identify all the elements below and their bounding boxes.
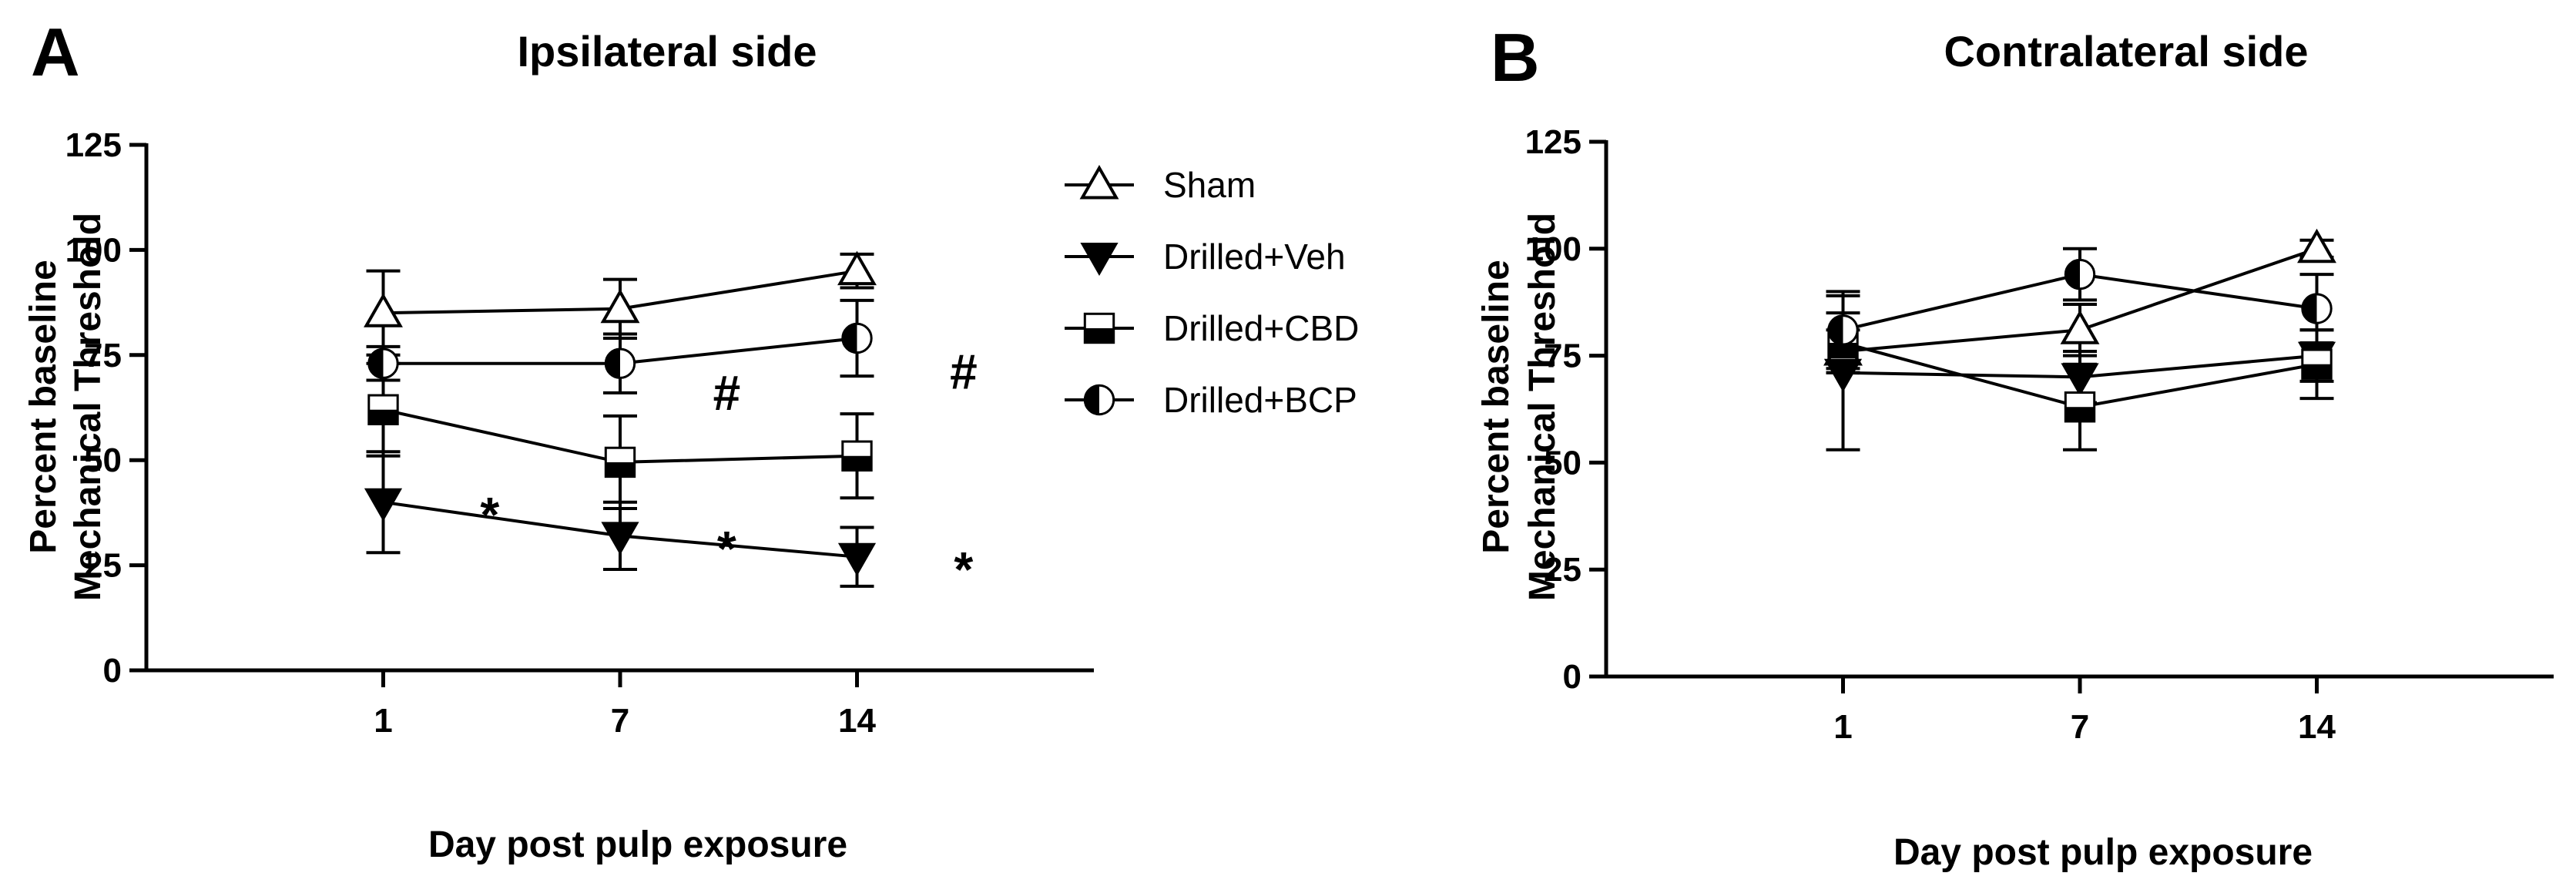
panel-b-ytick-label: 0 <box>1563 658 1581 696</box>
panel-a-annotation: * <box>480 487 499 542</box>
legend-marker-bcp <box>1083 384 1115 416</box>
legend-item-veh: Drilled+Veh <box>1065 237 1346 277</box>
legend-label-cbd: Drilled+CBD <box>1163 308 1359 348</box>
legend-marker-cbd <box>1083 312 1115 344</box>
panel-a-xlabel: Day post pulp exposure <box>428 824 847 865</box>
legend-item-bcp: Drilled+BCP <box>1065 380 1357 420</box>
legend-marker-veh <box>1080 243 1119 277</box>
panel-a-annotation: * <box>717 521 736 576</box>
panel-a-veh-point <box>601 522 639 556</box>
panel-a-bcp-point <box>841 322 873 354</box>
panel-b-xlabel: Day post pulp exposure <box>1893 832 2313 873</box>
panel-a-ytick-label: 75 <box>84 337 122 374</box>
panel-a-ylabel-line1: Percent baseline <box>23 260 64 554</box>
panel-b-cbd-point <box>2064 391 2096 423</box>
panel-a-xtick-label: 14 <box>838 702 876 740</box>
legend-item-sham: Sham <box>1065 164 1256 205</box>
panel-b-ylabel-line1: Percent baseline <box>1476 260 1517 554</box>
panel-b-xtick-label: 7 <box>2071 708 2089 746</box>
panel-a-annotation: * <box>954 542 973 597</box>
panel-a-plot: 0 25 50 75 100 125 1 7 14 * * * # # <box>65 126 1094 740</box>
panel-a-cbd-point <box>604 446 636 478</box>
panel-a-sham-point <box>364 293 403 327</box>
panel-a-annotation: # <box>713 365 741 421</box>
panel-b-title: Contralateral side <box>1944 27 2308 76</box>
panel-b-ylabel-line2: Mechanical Threshold <box>1522 213 1563 601</box>
legend-label-bcp: Drilled+BCP <box>1163 380 1357 420</box>
panel-b-cbd-point <box>2301 348 2333 380</box>
panel-a-veh-point <box>837 542 877 576</box>
panel-a-xtick-label: 1 <box>374 702 392 740</box>
panel-b-xtick-label: 1 <box>1833 708 1852 746</box>
panel-a-ytick-label: 125 <box>65 126 122 164</box>
panel-a-bcp-point <box>367 347 399 379</box>
panel-b-veh-point <box>2061 363 2099 397</box>
panel-b-ytick-label: 75 <box>1544 337 1581 375</box>
panel-a-ytick-label: 25 <box>84 547 122 585</box>
panel-a-ytick-label: 0 <box>103 652 122 690</box>
legend-item-cbd: Drilled+CBD <box>1065 308 1359 348</box>
panel-b-sham-point <box>2060 310 2100 344</box>
panel-a-letter: A <box>31 14 80 90</box>
panel-a-cbd-point <box>841 440 873 472</box>
legend: Sham Drilled+Veh Drilled+CBD Drilled+BCP <box>1065 164 1359 420</box>
panel-a-title: Ipsilateral side <box>517 27 817 76</box>
panel-b-ytick-label: 50 <box>1544 444 1581 482</box>
panel-b-bcp-point <box>1827 314 1859 346</box>
legend-label-sham: Sham <box>1163 165 1256 205</box>
panel-a-ylabel-line2: Mechanical Threshold <box>68 213 109 601</box>
panel-b-ytick-label: 100 <box>1525 230 1581 268</box>
panel-a-annotation: # <box>950 344 978 400</box>
panel-a-sham-point <box>837 250 877 286</box>
panel-a-ytick-label: 50 <box>84 441 122 479</box>
panel-a-sham-point <box>600 288 640 324</box>
panel-a-bcp-point <box>604 347 636 379</box>
panel-b-ytick-label: 25 <box>1544 551 1581 589</box>
panel-b-ytick-label: 125 <box>1525 123 1581 161</box>
panel-a-veh-point <box>364 488 403 522</box>
panel-b-bcp-point <box>2064 258 2096 290</box>
panel-b-sham-point <box>2297 228 2336 264</box>
panel-b-xtick-label: 14 <box>2298 708 2336 746</box>
panel-b-veh-point <box>1823 358 1863 392</box>
panel-a-cbd-point <box>367 394 399 425</box>
panel-a-xtick-label: 7 <box>611 702 629 740</box>
legend-label-veh: Drilled+Veh <box>1163 237 1346 277</box>
legend-marker-sham <box>1079 164 1119 200</box>
panel-b-letter: B <box>1491 19 1540 96</box>
panel-b-plot: 0 25 50 75 100 125 1 7 14 <box>1525 123 2554 746</box>
panel-b-bcp-point <box>2301 293 2333 324</box>
panel-a-ytick-label: 100 <box>65 231 122 269</box>
